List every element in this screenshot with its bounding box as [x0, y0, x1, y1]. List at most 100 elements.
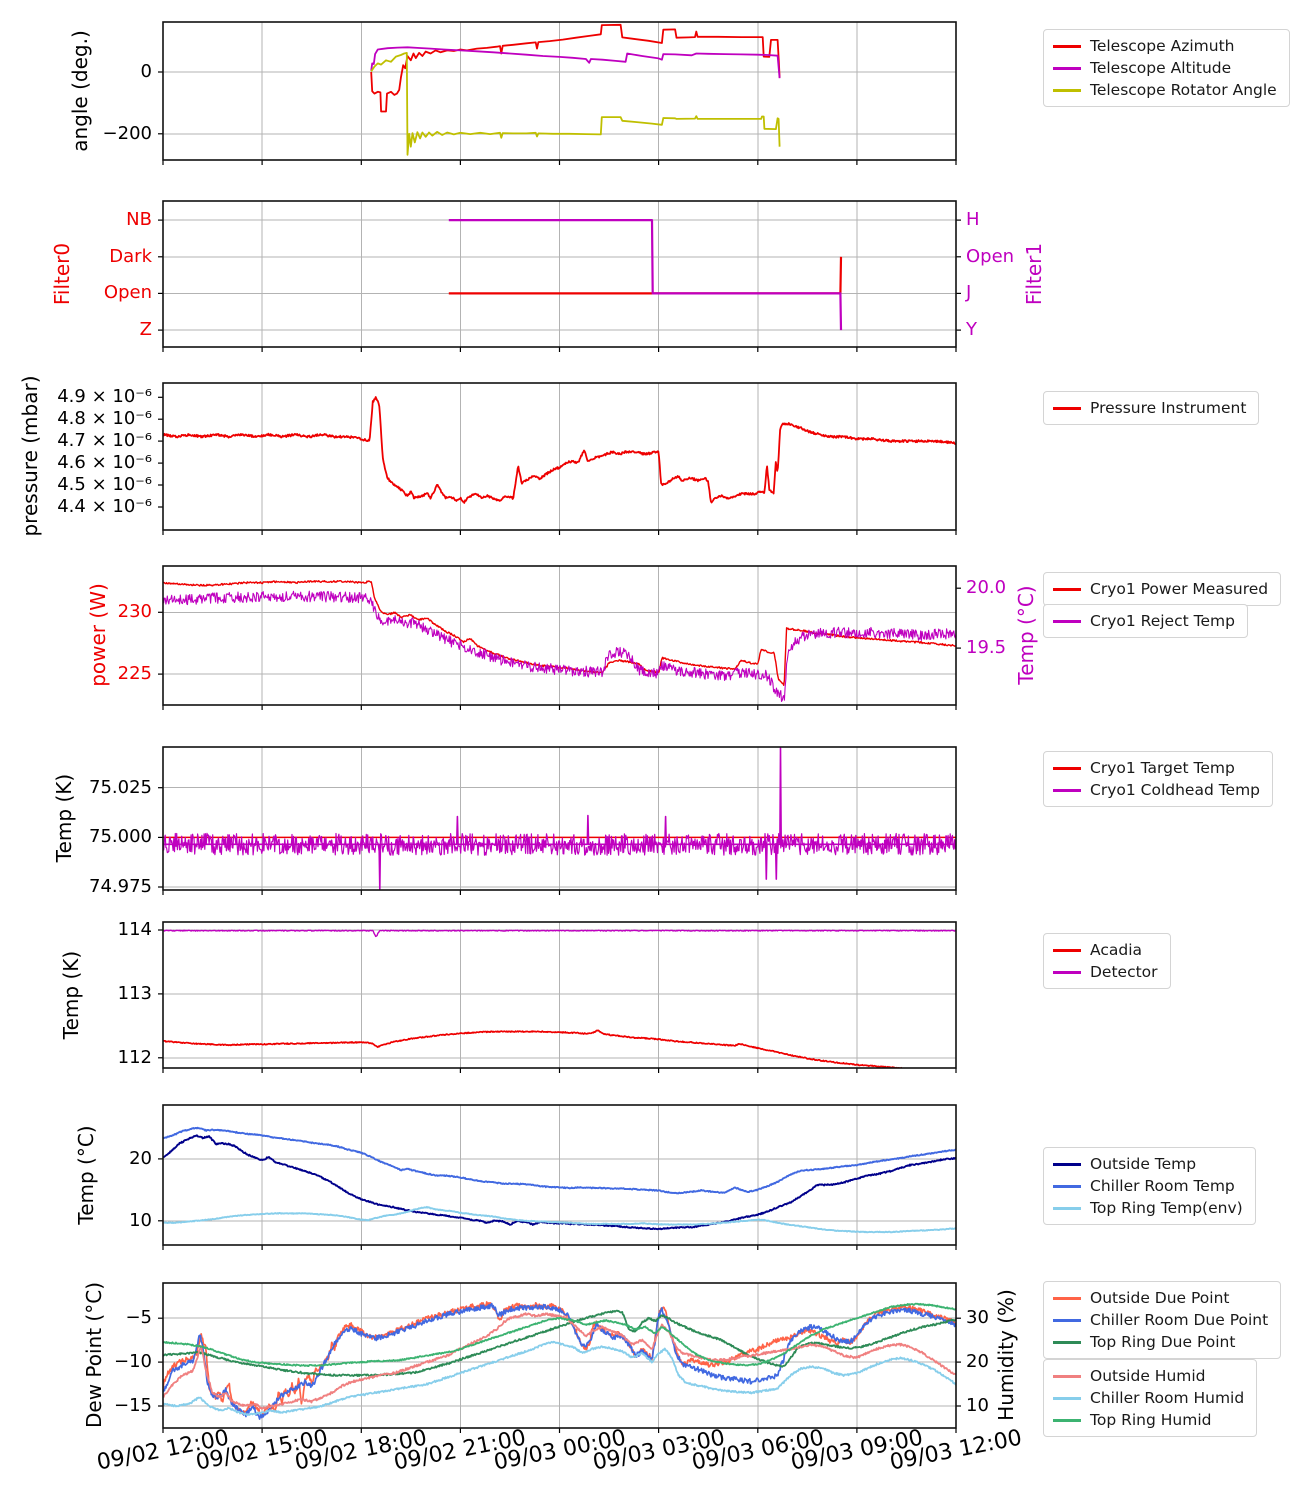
panel-pressure-plot	[158, 382, 957, 535]
ylabel-filter1: Filter1	[1022, 242, 1046, 306]
y-tick-label: −15	[114, 1395, 152, 1417]
legend-cryo1-power: Cryo1 Power Measured	[1043, 572, 1282, 606]
legend-line-target-temp	[1053, 766, 1081, 770]
legend-line-topring-humid	[1053, 1418, 1081, 1422]
legend-label-detector: Detector	[1090, 963, 1158, 981]
legend-label-altitude: Telescope Altitude	[1090, 59, 1232, 77]
legend-line-rotator	[1053, 88, 1081, 92]
y-tick-label: 75.025	[89, 776, 152, 798]
legend-item: Cryo1 Target Temp	[1053, 757, 1260, 779]
legend-line-cryo1-reject	[1053, 619, 1081, 623]
y-tick-label: −200	[102, 122, 152, 144]
legend-label-target-temp: Cryo1 Target Temp	[1090, 759, 1235, 777]
legend-item: Cryo1 Power Measured	[1053, 578, 1268, 600]
y-tick-label: Open	[103, 282, 152, 304]
y-tick-label-right: 20	[966, 1351, 989, 1373]
legend-cryo1-reject: Cryo1 Reject Temp	[1043, 604, 1248, 638]
legend-line-coldhead-temp	[1053, 788, 1081, 792]
y-tick-label: 4.4 × 10⁻⁶	[57, 495, 152, 517]
legend-line-acadia	[1053, 948, 1081, 952]
y-tick-label: 74.975	[89, 876, 152, 898]
legend-line-topring-temp	[1053, 1206, 1081, 1210]
y-tick-label: 4.5 × 10⁻⁶	[57, 474, 152, 496]
legend-label-topring-temp: Top Ring Temp(env)	[1090, 1199, 1243, 1217]
y-tick-label: Dark	[109, 245, 152, 267]
panel-telescope-angle-plot	[158, 21, 957, 165]
y-tick-label: 114	[117, 918, 152, 940]
legend-item: Top Ring Humid	[1053, 1409, 1244, 1431]
legend-item: Outside Due Point	[1053, 1287, 1268, 1309]
legend-item: Chiller Room Humid	[1053, 1387, 1244, 1409]
y-tick-label-right: H	[966, 209, 980, 231]
y-tick-label: 10	[129, 1209, 152, 1231]
y-tick-label: −10	[114, 1351, 152, 1373]
legend-item: Top Ring Due Point	[1053, 1331, 1268, 1353]
legend-ambient-temps: Outside Temp Chiller Room Temp Top Ring …	[1043, 1147, 1256, 1225]
y-tick-label: 230	[117, 601, 152, 623]
y-tick-label: 4.8 × 10⁻⁶	[57, 408, 152, 430]
legend-label-rotator: Telescope Rotator Angle	[1090, 81, 1277, 99]
y-tick-label: 4.9 × 10⁻⁶	[57, 386, 152, 408]
y-tick-label-right: 19.5	[966, 637, 1007, 659]
legend-label-topring-dew: Top Ring Due Point	[1090, 1333, 1236, 1351]
ylabel-ambient-temp: Temp (°C)	[74, 1125, 98, 1225]
y-tick-label: 113	[117, 982, 152, 1004]
legend-item: Cryo1 Reject Temp	[1053, 610, 1235, 632]
legend-telescope-angles: Telescope Azimuth Telescope Altitude Tel…	[1043, 29, 1290, 107]
panel-ambient-temps-plot	[158, 1104, 957, 1250]
legend-label-outside-temp: Outside Temp	[1090, 1155, 1197, 1173]
panel-filters-plot	[158, 200, 961, 352]
legend-line-outside-dew	[1053, 1296, 1081, 1300]
legend-acadia-detector: Acadia Detector	[1043, 933, 1171, 989]
legend-item: Telescope Altitude	[1053, 57, 1277, 79]
legend-pressure: Pressure Instrument	[1043, 391, 1260, 425]
legend-label-chiller-humid: Chiller Room Humid	[1090, 1389, 1245, 1407]
y-tick-label-right: 10	[966, 1395, 989, 1417]
legend-label-chiller-dew: Chiller Room Due Point	[1090, 1311, 1269, 1329]
legend-line-topring-dew	[1053, 1340, 1081, 1344]
legend-label-cryo1-reject: Cryo1 Reject Temp	[1090, 612, 1235, 630]
legend-label-acadia: Acadia	[1090, 941, 1142, 959]
panel-dewpoint-humidity-plot	[158, 1282, 961, 1433]
legend-item: Pressure Instrument	[1053, 397, 1246, 419]
legend-item: Cryo1 Coldhead Temp	[1053, 779, 1260, 801]
y-tick-label: 112	[117, 1046, 152, 1068]
y-tick-label: Z	[139, 319, 152, 341]
ylabel-humidity: Humidity (%)	[994, 1289, 1018, 1421]
legend-label-azimuth: Telescope Azimuth	[1090, 37, 1235, 55]
y-tick-label: 20	[129, 1147, 152, 1169]
legend-label-pressure: Pressure Instrument	[1090, 399, 1247, 417]
y-tick-label-right: 20.0	[966, 577, 1007, 599]
y-tick-label: 0	[140, 61, 152, 82]
legend-line-chiller-temp	[1053, 1184, 1081, 1188]
legend-item: Detector	[1053, 961, 1158, 983]
legend-line-detector	[1053, 970, 1081, 974]
legend-item: Acadia	[1053, 939, 1158, 961]
y-tick-label: 4.6 × 10⁻⁶	[57, 452, 152, 474]
ylabel-reject-temp: Temp (°C)	[1014, 585, 1038, 685]
panel-cryo1-power-reject-plot	[158, 565, 961, 710]
legend-label-topring-humid: Top Ring Humid	[1090, 1411, 1212, 1429]
legend-item: Chiller Room Due Point	[1053, 1309, 1268, 1331]
legend-item: Top Ring Temp(env)	[1053, 1197, 1243, 1219]
legend-line-cryo1-power	[1053, 587, 1081, 591]
legend-line-altitude	[1053, 66, 1081, 70]
y-tick-label: NB	[126, 209, 152, 231]
legend-label-outside-humid: Outside Humid	[1090, 1367, 1206, 1385]
legend-label-cryo1-power: Cryo1 Power Measured	[1090, 580, 1269, 598]
y-tick-label: −5	[125, 1307, 152, 1329]
y-tick-label-right: Open	[966, 245, 1015, 267]
legend-dew-points: Outside Due Point Chiller Room Due Point…	[1043, 1281, 1282, 1359]
legend-line-chiller-dew	[1053, 1318, 1081, 1322]
legend-line-chiller-humid	[1053, 1396, 1081, 1400]
legend-humidity: Outside Humid Chiller Room Humid Top Rin…	[1043, 1359, 1258, 1437]
legend-item: Outside Humid	[1053, 1365, 1244, 1387]
legend-item: Chiller Room Temp	[1053, 1175, 1243, 1197]
y-tick-label-right: J	[966, 282, 972, 304]
y-tick-label: 75.000	[89, 826, 152, 848]
panel-acadia-detector-plot	[158, 921, 957, 1073]
y-tick-label: 225	[117, 663, 152, 685]
legend-line-pressure	[1053, 406, 1081, 410]
legend-label-coldhead-temp: Cryo1 Coldhead Temp	[1090, 781, 1261, 799]
